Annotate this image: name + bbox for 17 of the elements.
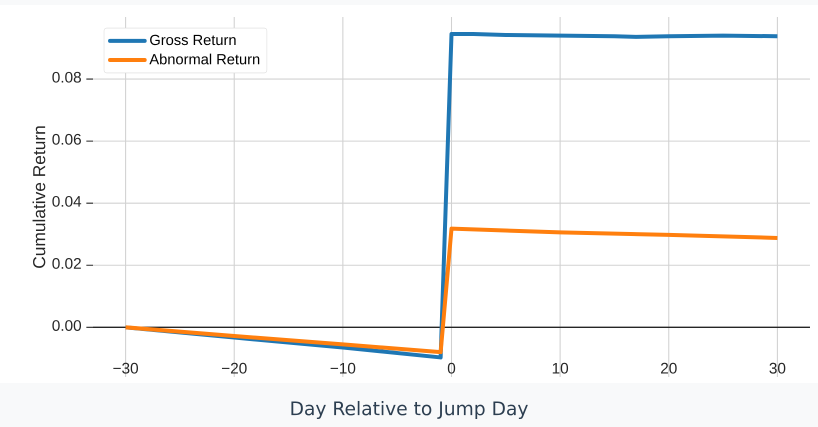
x-tick-label: −30 (113, 362, 138, 374)
x-tick-label: 20 (661, 362, 677, 374)
x-tick-label: 10 (552, 362, 568, 374)
y-axis-title: Cumulative Return (32, 126, 46, 268)
legend-label: Gross Return (150, 34, 236, 46)
x-tick-label: 30 (769, 362, 786, 374)
y-tick-label: 0.02 (52, 258, 81, 269)
legend-label: Abnormal Return (149, 54, 260, 64)
x-tick-label: 0 (448, 362, 456, 374)
line-series (124, 226, 780, 354)
y-tick-label: 0.00 (52, 320, 82, 331)
x-tick-label: −10 (330, 362, 356, 374)
x-tick-label: −20 (222, 362, 247, 374)
y-tick-label: 0.04 (52, 196, 82, 207)
x-axis-title: Day Relative to Jump Day (291, 400, 528, 420)
y-tick-label: 0.08 (52, 72, 81, 83)
y-tick-label: 0.06 (52, 134, 81, 145)
